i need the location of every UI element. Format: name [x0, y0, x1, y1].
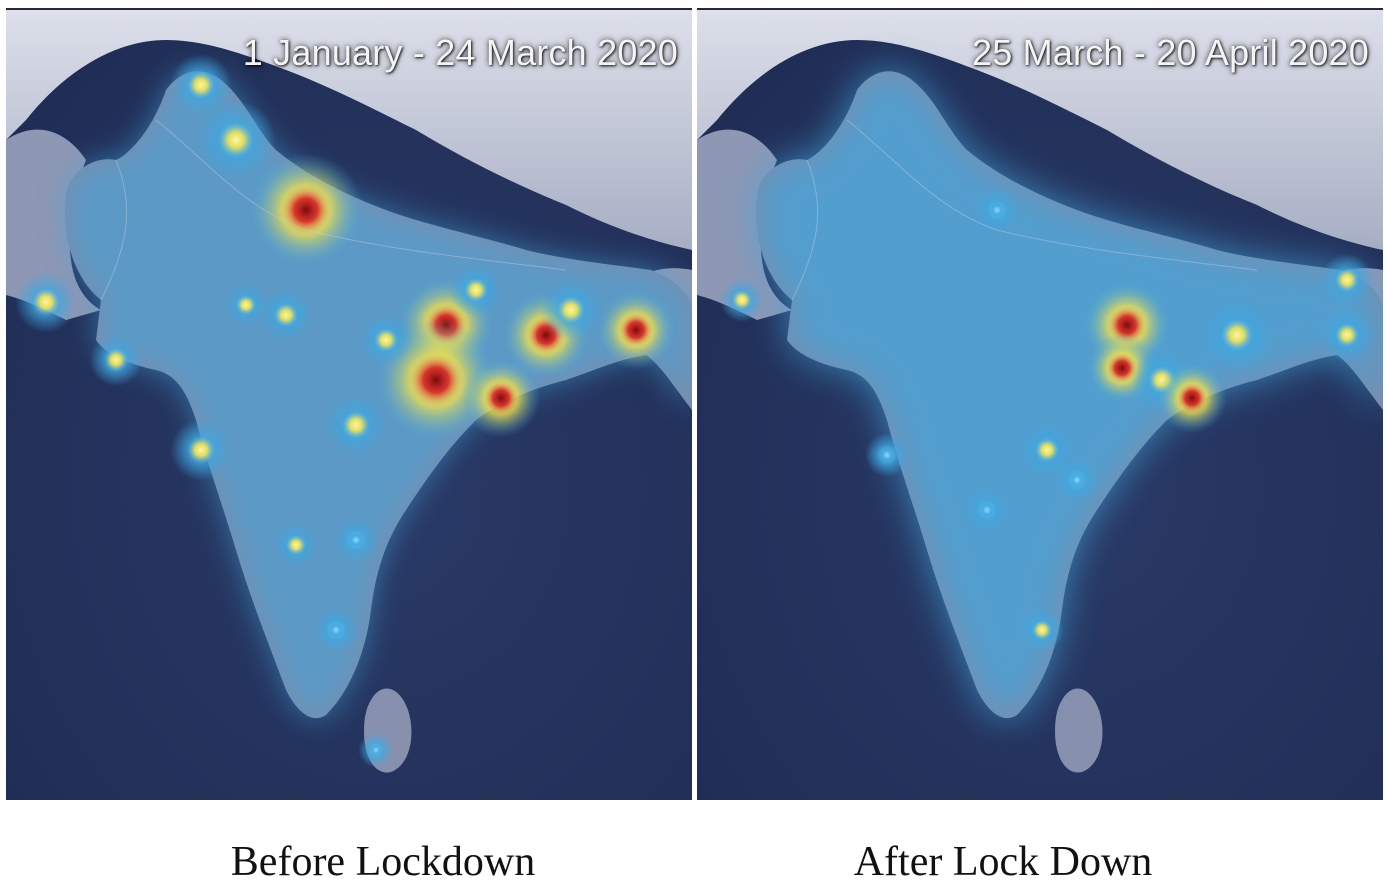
border-lines — [100, 119, 567, 301]
caption-after: After Lock Down — [853, 839, 1153, 885]
hotspot — [342, 411, 370, 439]
date-range-label: 25 March - 20 April 2020 — [971, 32, 1369, 73]
hotspot — [374, 328, 398, 352]
hotspot — [187, 436, 215, 464]
hotspot — [286, 535, 306, 555]
map-panel-after: 25 March - 20 April 2020 — [697, 8, 1383, 800]
no2-map-after — [697, 10, 1383, 800]
himalaya-terrain — [697, 10, 1383, 250]
hotspot — [408, 352, 464, 408]
map-panel-before: 1 January - 24 March 2020 — [6, 8, 692, 800]
hotspot — [1067, 470, 1087, 490]
hotspots — [15, 54, 676, 768]
hotspot — [280, 184, 332, 236]
hotspot — [236, 295, 256, 315]
pollution-haze — [756, 71, 1383, 719]
hotspot — [218, 122, 254, 158]
himalaya-terrain — [6, 10, 692, 250]
hotspots — [720, 188, 1374, 652]
hotspot — [274, 303, 298, 327]
hotspot — [877, 445, 897, 465]
border-lines — [791, 119, 1258, 301]
hotspot — [732, 290, 752, 310]
hotspot — [326, 620, 346, 640]
hotspot — [464, 278, 488, 302]
date-range-label: 1 January - 24 March 2020 — [242, 32, 678, 73]
hotspot — [987, 200, 1007, 220]
hotspot — [346, 530, 366, 550]
hotspot — [557, 296, 585, 324]
hotspot — [1035, 438, 1059, 462]
caption-before: Before Lockdown — [230, 839, 536, 885]
hotspot — [104, 348, 128, 372]
hotspot — [1335, 323, 1359, 347]
hotspot — [618, 312, 654, 348]
no2-map-before — [6, 10, 692, 800]
hotspot — [368, 742, 384, 758]
hotspot — [483, 380, 519, 416]
hotspot — [977, 500, 997, 520]
hotspot — [1221, 319, 1253, 351]
hotspot — [187, 71, 215, 99]
sri-lanka-landmass — [1055, 688, 1103, 773]
hotspot — [1106, 352, 1138, 384]
hotspot — [1032, 620, 1052, 640]
hotspot — [32, 288, 60, 316]
hotspot — [1176, 382, 1208, 414]
hotspot — [1335, 268, 1359, 292]
